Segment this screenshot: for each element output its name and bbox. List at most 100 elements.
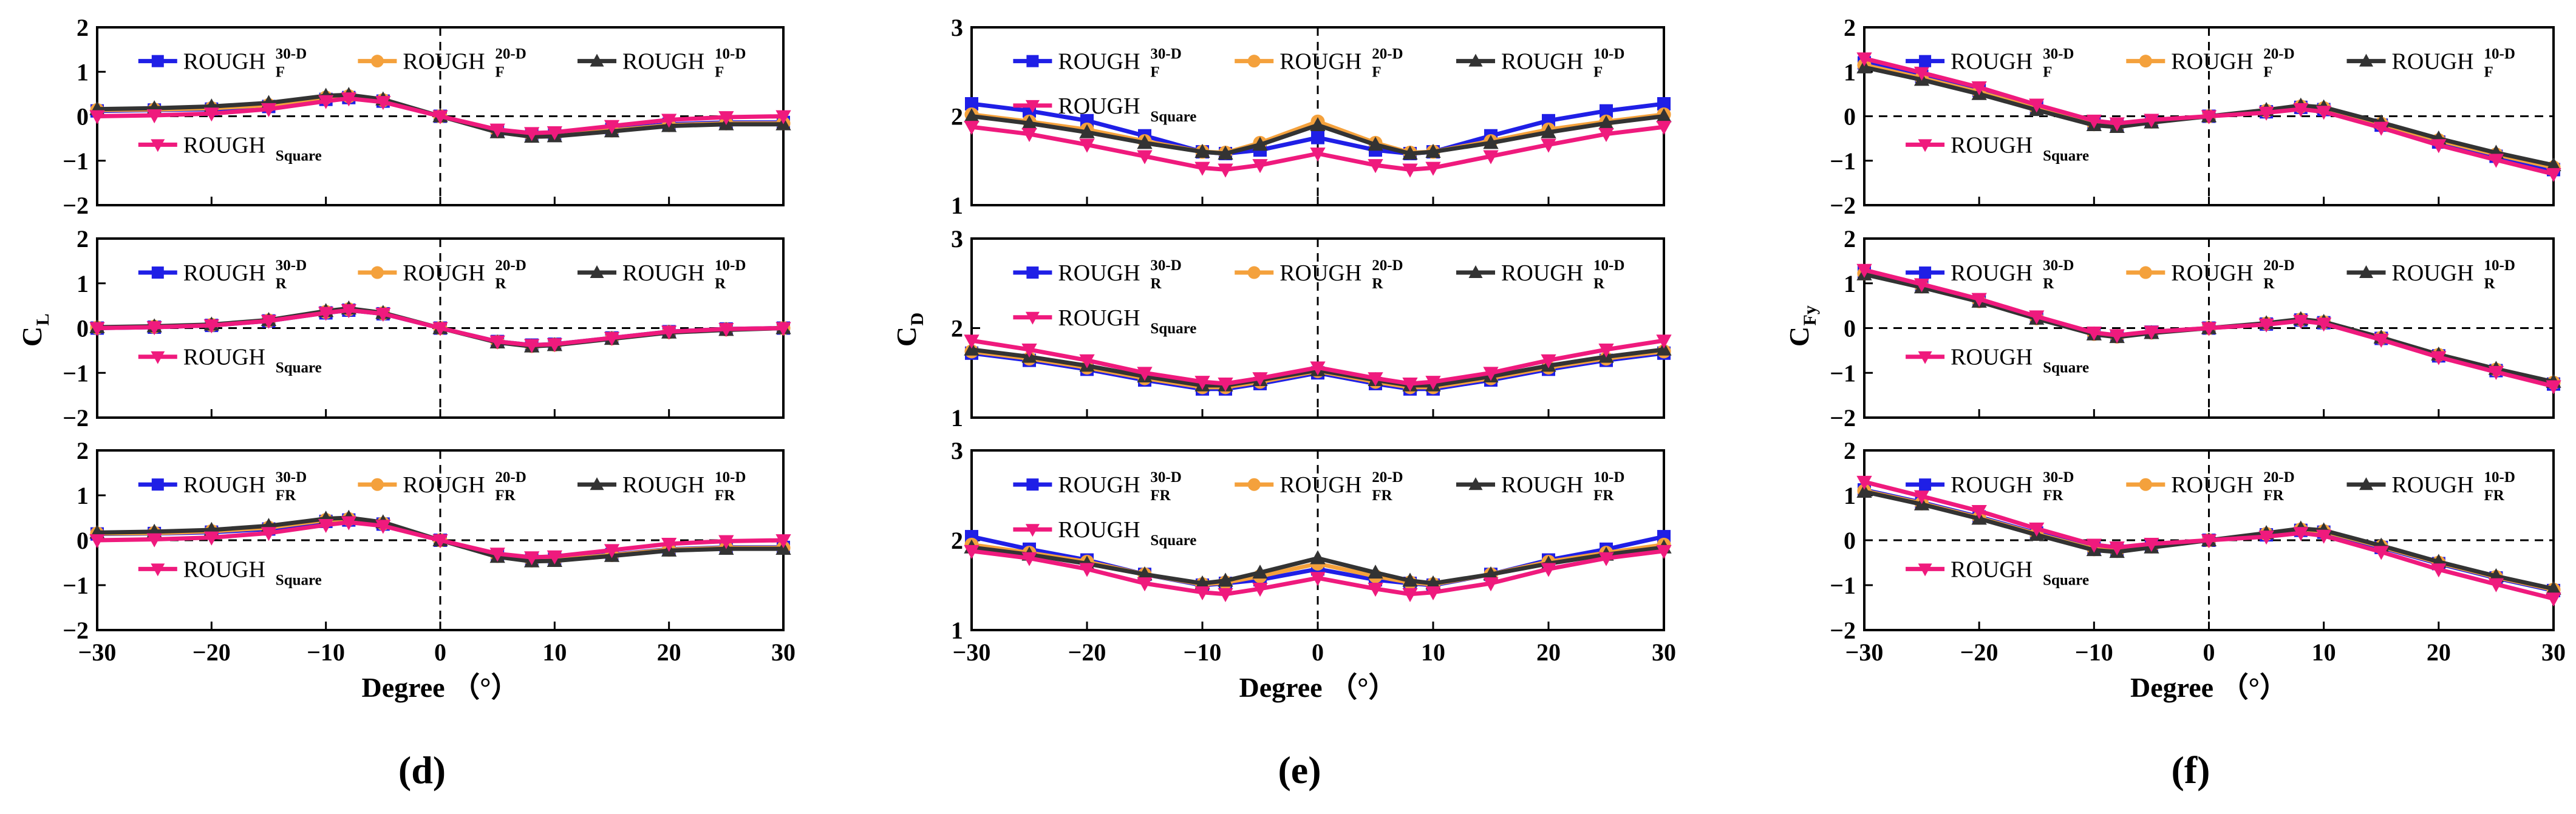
legend-subscript: Square (276, 572, 322, 588)
data-point (964, 121, 980, 135)
data-point (1541, 124, 1556, 138)
legend-entry: ROUGH 10-DFR (1456, 469, 1624, 504)
data-point (1194, 376, 1210, 390)
data-point (2144, 538, 2159, 552)
data-point (1657, 97, 1671, 110)
legend-entry: ROUGH 10-DF (1456, 46, 1624, 81)
data-point (1913, 490, 1930, 504)
data-point (146, 533, 162, 548)
data-point (489, 335, 505, 350)
legend-entry: ROUGH 20-DF (2126, 46, 2295, 81)
legend-marker (1919, 478, 1932, 491)
legend-label: ROUGH (2392, 260, 2474, 286)
data-point (2488, 365, 2504, 380)
legend-marker (2139, 478, 2152, 491)
data-point (661, 538, 677, 552)
data-point (1656, 334, 1672, 349)
legend-entry: ROUGH 10-D R (578, 257, 746, 292)
legend-label: ROUGH (1058, 517, 1140, 543)
panel-label: (e) (1278, 748, 1321, 792)
legend-label: ROUGH (183, 557, 265, 582)
data-point (1483, 577, 1499, 592)
data-point (2316, 106, 2332, 120)
x-tick-label: 0 (434, 639, 446, 666)
legend-entry: ROUGH Square (1013, 93, 1196, 125)
series-rough-square (964, 121, 1672, 178)
legend-superscript: 10-D (715, 46, 746, 63)
data-point (1913, 66, 1930, 81)
data-point (1368, 159, 1383, 174)
legend-subscript: Square (276, 360, 322, 376)
data-point (89, 534, 105, 549)
x-tick-label: 20 (2427, 639, 2451, 666)
legend-label: ROUGH (622, 472, 704, 498)
legend-subscript: F (715, 64, 724, 81)
y-tick-label: 0 (1844, 527, 1856, 554)
legend-marker (151, 55, 164, 67)
legend-superscript: 20-D (1372, 257, 1403, 274)
legend-superscript: 10-D (715, 257, 746, 274)
data-point (2316, 529, 2332, 544)
legend-entry: ROUGH 30-DFR (138, 469, 307, 504)
data-point (2086, 114, 2102, 129)
data-point (2546, 592, 2561, 607)
x-tick-label: −20 (1068, 639, 1106, 666)
data-point (375, 308, 391, 322)
data-point (2431, 351, 2447, 365)
series-rough-square (1856, 475, 2561, 607)
data-point (1137, 150, 1153, 164)
data-point (2086, 326, 2102, 341)
data-point (1483, 135, 1499, 149)
data-point (2109, 117, 2125, 132)
legend-label: ROUGH (1058, 260, 1140, 286)
data-point (2293, 314, 2309, 329)
subplot-e-2: 1 2 3 ROUGH 30-D R ROUGH 20-D R ROUGH 10-D R ROUGH Sq… (951, 225, 1672, 432)
data-point (2201, 534, 2217, 549)
y-tick-label: 1 (77, 58, 89, 86)
legend-marker (151, 351, 165, 364)
data-point (1598, 115, 1614, 130)
data-point (1252, 565, 1268, 579)
data-point (1137, 135, 1153, 149)
legend-label: ROUGH (2171, 472, 2253, 498)
data-point (1971, 505, 1987, 520)
legend-entry: ROUGH Square (1013, 305, 1196, 337)
data-point (547, 126, 562, 141)
data-point (261, 103, 277, 117)
legend-entry: ROUGH 10-DFR (578, 469, 746, 504)
y-tick-label: −2 (63, 617, 89, 644)
legend-label: ROUGH (1951, 472, 2033, 498)
legend-entry: ROUGH 10-DF (578, 46, 746, 81)
series-rough-square (89, 304, 791, 353)
data-point (661, 325, 677, 340)
data-point (547, 338, 562, 353)
data-point (775, 322, 791, 336)
data-point (1598, 552, 1614, 566)
series-rough-square (964, 544, 1672, 602)
data-point (604, 331, 620, 346)
x-axis-label: Degree （°） (1239, 672, 1397, 703)
legend-superscript: 20-D (2263, 257, 2294, 274)
legend-subscript: FR (2043, 487, 2063, 504)
data-point (2109, 541, 2125, 556)
data-point (1079, 138, 1095, 153)
legend-superscript: 10-D (2484, 257, 2515, 274)
data-point (964, 544, 980, 559)
legend-label: ROUGH (403, 260, 485, 286)
y-tick-label: 1 (951, 404, 963, 432)
legend-superscript: 20-D (495, 46, 526, 63)
data-point (489, 548, 505, 562)
y-axis-label-sub: L (33, 313, 53, 325)
data-point (1971, 81, 1987, 96)
data-point (1368, 565, 1383, 579)
legend-subscript: F (495, 64, 504, 81)
legend-label: ROUGH (622, 260, 704, 286)
legend-subscript: Square (1150, 109, 1196, 125)
x-tick-label: 30 (771, 639, 796, 666)
data-point (1368, 583, 1383, 597)
data-point (775, 110, 791, 124)
data-point (1194, 143, 1210, 158)
data-point (1252, 372, 1268, 387)
